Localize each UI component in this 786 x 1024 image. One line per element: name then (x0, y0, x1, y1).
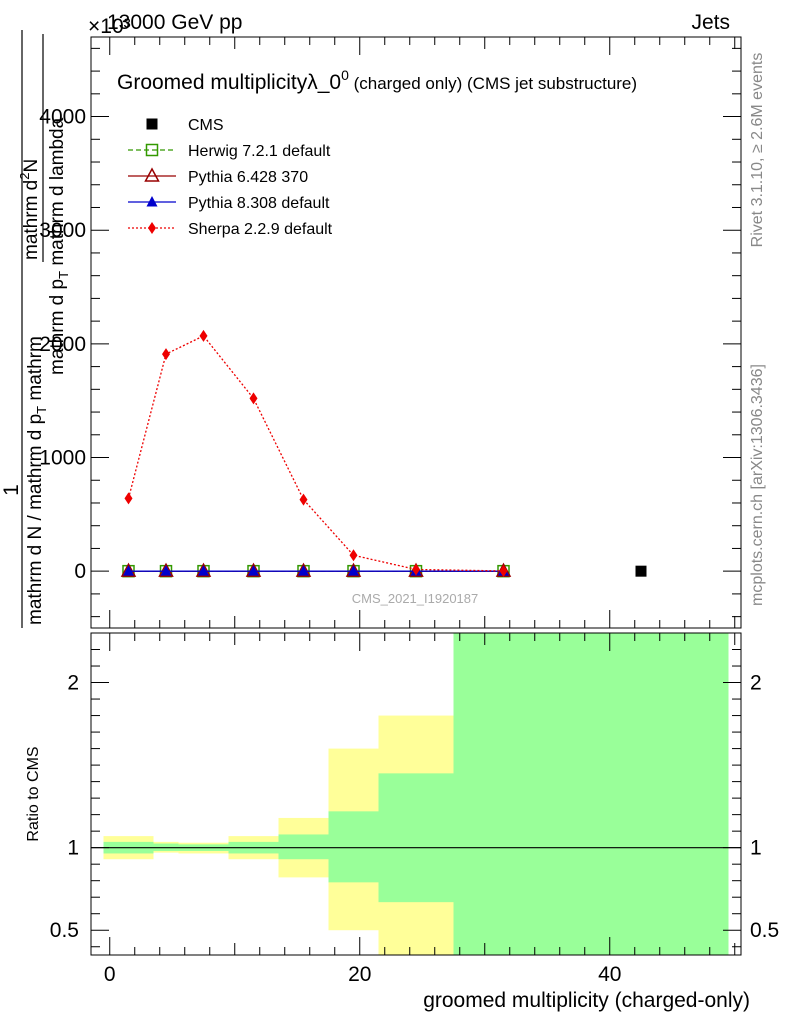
legend: CMS Herwig 7.2.1 default Pythia 6.428 370 P… (128, 117, 333, 238)
data-point-diamond (499, 564, 508, 577)
mcplots-label: mcplots.cern.ch [arXiv:1306.3436] (749, 364, 766, 606)
y-tick-label: 1000 (39, 447, 86, 470)
chart-title: Groomed multiplicityλ_00 (charged only) … (117, 67, 637, 94)
y-tick-label: 0 (74, 560, 86, 583)
data-point-triangle (248, 565, 259, 576)
legend-label: Sherpa 2.2.9 default (188, 221, 333, 238)
x-axis-label: groomed multiplicity (charged-only) (423, 989, 750, 1012)
y-label-prefactor-denominator: mathrm d N / mathrm d pT mathrm (25, 336, 49, 625)
y-label-numerator: mathrm d2N (17, 159, 42, 260)
data-point-diamond (299, 493, 308, 506)
x-tick-label: 40 (598, 963, 621, 986)
x-tick-label: 20 (348, 963, 371, 986)
series-pythia-6-428-370 (120, 562, 512, 577)
data-point-square (635, 565, 647, 577)
ratio-y-tick-label-right: 0.5 (750, 919, 779, 942)
data-point-triangle (160, 565, 172, 576)
data-point-open-triangle (195, 562, 212, 577)
legend-label: Herwig 7.2.1 default (188, 143, 331, 160)
data-point-triangle (146, 196, 158, 207)
ratio-plot-frame (90, 632, 742, 956)
y-exponent-label: ×10³ (88, 15, 131, 38)
data-point-open-triangle (158, 562, 174, 577)
ratio-y-tick-label: 1 (67, 837, 79, 860)
ratio-plot: 0.5 0.51 12 20 20 40 Ratio to CMS groomed mul… (25, 632, 779, 1012)
data-point-open-triangle (345, 562, 362, 577)
ratio-y-tick-label: 2 (67, 672, 79, 695)
data-point-square (146, 118, 158, 130)
ratio-band-green (378, 773, 454, 903)
data-point-diamond (249, 392, 258, 405)
x-tick-label: 0 (104, 963, 116, 986)
main-plot-frame (90, 36, 742, 629)
series-cms (635, 565, 647, 577)
data-point-diamond (412, 563, 420, 576)
analysis-watermark: CMS_2021_I1920187 (352, 591, 479, 606)
ratio-y-axis-label: Ratio to CMS (25, 746, 42, 841)
data-point-diamond (124, 492, 133, 505)
data-point-triangle (348, 565, 359, 576)
category-label: Jets (691, 11, 730, 34)
legend-label: CMS (188, 117, 224, 134)
data-point-open-triangle (144, 167, 160, 182)
main-y-axis-label: 1 mathrm d N / mathrm d pT mathrm mathrm… (0, 30, 71, 628)
ratio-y-tick-label-right: 2 (750, 672, 762, 695)
rivet-version-label: Rivet 3.1.10, ≥ 2.6M events (749, 53, 766, 248)
y-label-denominator: mathrm d pT mathrm d lambda (47, 117, 71, 375)
data-point-open-square (145, 143, 159, 157)
y-label-prefactor-numerator: 1 (0, 484, 23, 496)
y-tick-label: 3000 (39, 219, 86, 242)
data-point-diamond (349, 549, 358, 562)
data-point-diamond (148, 222, 156, 234)
process-label: 13000 GeV pp (107, 11, 242, 34)
ratio-band-green (453, 633, 729, 955)
data-point-triangle (123, 565, 134, 576)
legend-label: Pythia 6.428 370 (188, 169, 308, 186)
data-point-diamond (162, 348, 170, 361)
series-sherpa-2-2-9-default (124, 329, 508, 577)
y-tick-label: 2000 (39, 333, 86, 356)
y-tick-label: 4000 (39, 106, 86, 129)
data-point-open-triangle (295, 562, 312, 577)
data-point-triangle (298, 565, 309, 576)
data-point-triangle (198, 565, 209, 576)
ratio-band-green (278, 834, 329, 860)
series-line (127, 335, 504, 572)
data-point-open-triangle (245, 562, 262, 577)
data-point-diamond (199, 329, 208, 342)
ratio-y-tick-label-right: 1 (750, 837, 762, 860)
ratio-band-green (328, 811, 379, 883)
legend-label: Pythia 8.308 default (188, 195, 330, 212)
data-point-open-triangle (120, 562, 137, 577)
ratio-y-tick-label: 0.5 (50, 919, 79, 942)
main-plot: 0 1000 2000 3000 4000 CMS_2021_I1920187 Groo… (39, 36, 742, 629)
